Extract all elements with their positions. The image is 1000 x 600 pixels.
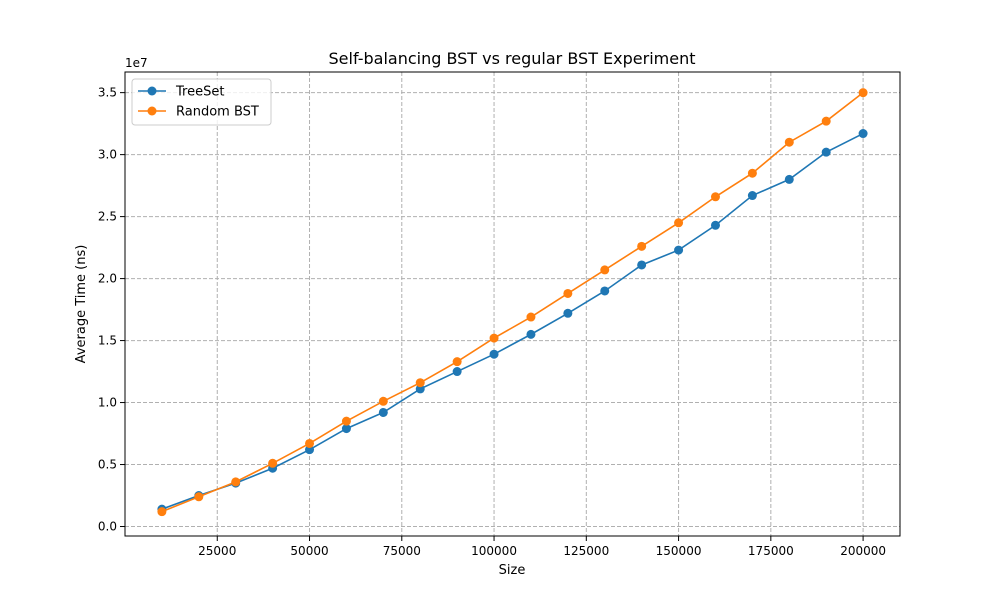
plot-frame [124,71,901,537]
data-point-treeset [489,349,499,359]
data-point-random-bst [526,312,536,322]
data-point-random-bst [710,192,720,202]
y-tick-label: 0.5 [98,458,117,472]
data-point-treeset [710,220,720,230]
x-axis-label: Size [499,563,526,578]
y-axis-label: Average Time (ns) [74,245,89,364]
y-axis-offset-label: 1e7 [125,56,148,70]
x-tick-label: 175000 [748,544,794,558]
x-tick-label: 125000 [563,544,609,558]
series-random-bst [157,88,868,517]
y-tick-label: 2.5 [98,210,117,224]
data-point-random-bst [747,168,757,178]
legend-entry-treeset: TreeSet [138,85,224,100]
data-point-treeset [526,329,536,339]
data-point-treeset [674,245,684,255]
data-point-treeset [415,384,425,394]
legend-label-treeset: TreeSet [175,85,224,100]
data-point-treeset [637,260,647,270]
data-point-random-bst [231,477,241,487]
y-tick-label: 1.5 [98,334,117,348]
y-tick-label: 3.0 [98,148,117,162]
data-point-random-bst [194,492,204,502]
data-point-random-bst [452,357,462,367]
x-tick-label: 25000 [198,544,236,558]
data-point-treeset [821,147,831,157]
y-tick-label: 1.0 [98,396,117,410]
data-point-treeset [563,308,573,318]
legend-marker-random-bst [147,106,157,116]
data-point-random-bst [378,396,388,406]
grid-lines [125,72,900,536]
x-tick-label: 50000 [290,544,328,558]
legend-entry-random-bst: Random BST [138,105,259,120]
data-point-random-bst [157,507,167,517]
data-point-treeset [858,129,868,139]
data-point-random-bst [674,218,684,228]
x-tick-label: 100000 [471,544,517,558]
x-tick-label: 75000 [383,544,421,558]
legend: TreeSet Random BST [131,78,272,126]
data-point-random-bst [858,88,868,98]
legend-label-random-bst: Random BST [176,105,259,120]
axes: 25000 50000 75000 100000 125000 150000 175000 2… [98,86,886,558]
data-point-treeset [600,286,610,296]
data-point-random-bst [268,458,278,468]
x-tick-label: 200000 [840,544,886,558]
series-layer [157,88,868,517]
legend-box [131,78,272,126]
data-point-random-bst [821,116,831,126]
data-point-random-bst [637,241,647,251]
data-point-random-bst [305,438,315,448]
data-point-random-bst [600,265,610,275]
data-point-random-bst [563,288,573,298]
data-point-treeset [341,424,351,434]
series-line-random-bst [161,92,864,513]
data-point-treeset [747,191,757,201]
x-tick-label: 150000 [656,544,702,558]
data-point-treeset [784,174,794,184]
data-point-random-bst [489,333,499,343]
data-point-treeset [452,367,462,377]
chart-title: Self-balancing BST vs regular BST Experi… [329,49,696,68]
data-point-treeset [378,407,388,417]
data-point-random-bst [784,137,794,147]
y-tick-label: 2.0 [98,272,117,286]
y-tick-label: 3.5 [98,86,117,100]
plot-area [125,72,900,536]
data-point-random-bst [341,416,351,426]
data-point-random-bst [415,378,425,388]
y-tick-label: 0.0 [98,520,117,534]
legend-marker-treeset [147,86,157,96]
series-line-treeset [161,132,864,510]
data-point-treeset [305,445,315,455]
